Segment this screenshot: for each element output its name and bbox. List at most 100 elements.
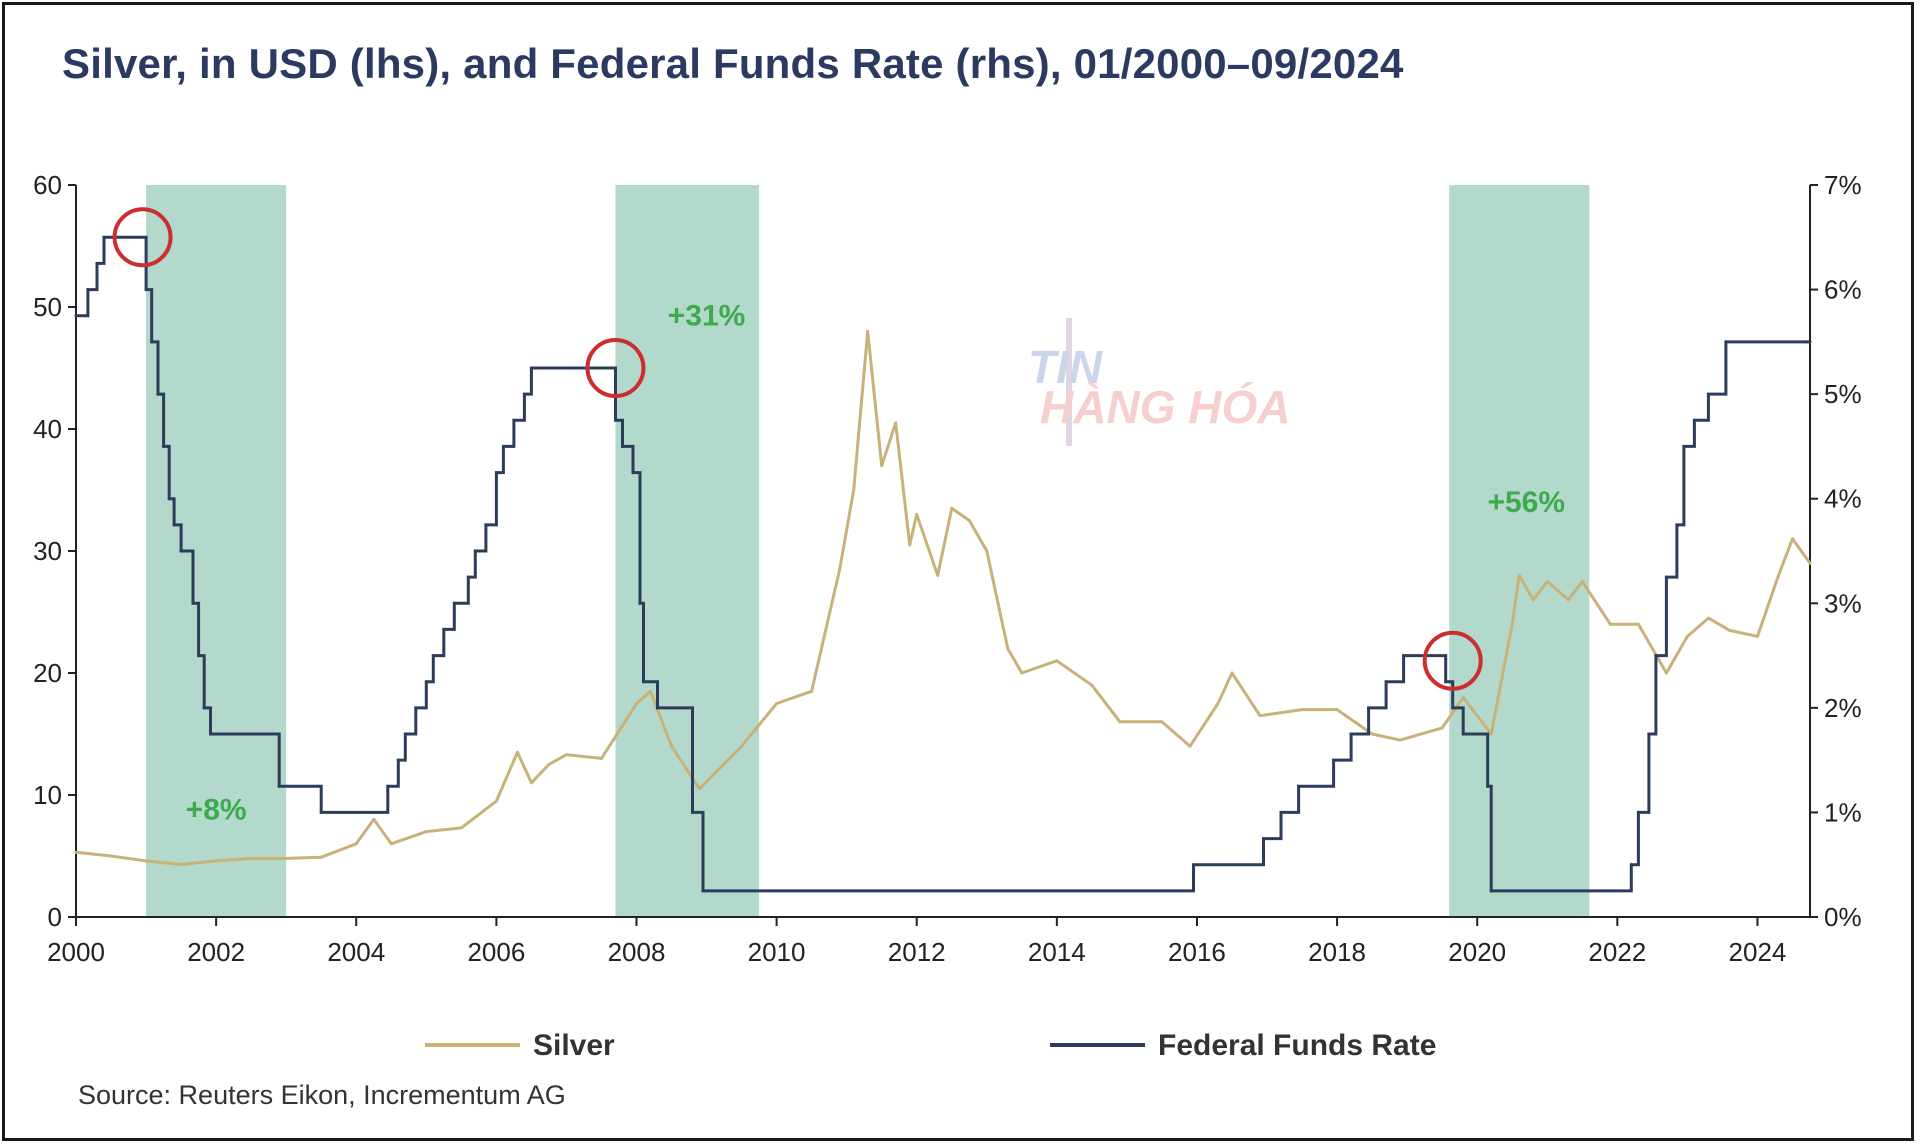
fed-funds-data-point [386, 784, 390, 788]
chart-title: Silver, in USD (lhs), and Federal Funds … [62, 40, 1404, 87]
fed-funds-data-point [473, 549, 477, 553]
silver-data-point [319, 855, 323, 859]
silver-data-point [1685, 634, 1689, 638]
silver-data-point [1566, 598, 1570, 602]
silver-data-point [915, 512, 919, 516]
fed-funds-data-point [656, 706, 660, 710]
silver-data-point [1398, 738, 1402, 742]
x-tick-label: 2012 [888, 937, 946, 967]
silver-data-point [880, 464, 884, 468]
silver-data-point [1300, 708, 1304, 712]
fed-funds-data-point [691, 810, 695, 814]
fed-funds-data-point [484, 523, 488, 527]
x-tick-label: 2006 [467, 937, 525, 967]
silver-data-point [775, 702, 779, 705]
silver-data-point [740, 744, 744, 748]
fed-funds-data-point [641, 680, 645, 684]
fed-funds-data-point [1692, 418, 1696, 422]
watermark-arrow-icon [1066, 318, 1072, 446]
fed-funds-data-point [1384, 680, 1388, 684]
y-right-tick-label: 3% [1824, 588, 1862, 618]
silver-data-point [1335, 708, 1339, 712]
fed-funds-data-point [1706, 392, 1710, 396]
source-note: Source: Reuters Eikon, Incrementum AG [78, 1080, 566, 1110]
fed-funds-data-point [512, 418, 516, 422]
silver-data-point [249, 856, 253, 860]
y-right-tick-label: 2% [1824, 693, 1862, 723]
fed-funds-data-point [86, 288, 90, 292]
fed-funds-data-point [1444, 680, 1448, 684]
fed-funds-data-point [396, 758, 400, 762]
fed-funds-data-point [631, 471, 635, 475]
annotation-label-3: +56% [1487, 486, 1565, 519]
fed-funds-data-point [74, 314, 78, 318]
fed-funds-data-point [102, 235, 106, 239]
fed-funds-data-point [494, 471, 498, 475]
fed-funds-data-point [1332, 758, 1336, 762]
silver-data-point [1188, 744, 1192, 748]
y-left-tick-label: 60 [33, 170, 62, 200]
silver-data-point [1258, 714, 1262, 718]
fed-funds-data-point [167, 497, 171, 501]
watermark-line2: HÀNG HÓA [1040, 381, 1291, 433]
silver-data-point [1636, 622, 1640, 626]
y-left-tick-label: 10 [33, 780, 62, 810]
fed-funds-data-point [442, 627, 446, 631]
silver-data-point [599, 756, 603, 760]
watermark-logo: TIN HÀNG HÓA [1020, 300, 1300, 460]
shaded-period-2 [615, 185, 760, 917]
fed-funds-data-point [1647, 732, 1651, 736]
y-left-tick-label: 40 [33, 414, 62, 444]
fed-funds-data-point [1486, 784, 1490, 788]
x-tick-label: 2014 [1028, 937, 1086, 967]
silver-data-point [1489, 732, 1493, 736]
fed-funds-data-point [172, 523, 176, 527]
silver-data-point [1790, 537, 1794, 541]
fed-funds-data-point [522, 392, 526, 396]
silver-data-point [1531, 598, 1535, 602]
legend-label-1: Silver [533, 1029, 615, 1062]
silver-data-point [1808, 561, 1812, 565]
silver-data-point [354, 842, 358, 846]
fed-funds-data-point [1629, 863, 1633, 867]
fed-funds-data-point [529, 366, 533, 370]
fed-funds-data-point [197, 654, 201, 658]
y-left-tick-label: 50 [33, 292, 62, 322]
silver-data-point [1510, 622, 1514, 626]
silver-data-point [1020, 671, 1024, 675]
silver-data-point [1461, 695, 1465, 699]
fed-funds-data-point [1262, 837, 1266, 841]
fed-funds-data-point [701, 889, 705, 893]
fed-funds-data-point [403, 732, 407, 736]
fed-funds-data-point [319, 810, 323, 814]
silver-data-point [515, 750, 519, 754]
silver-data-point [1545, 580, 1549, 583]
shaded-period-3 [1449, 185, 1590, 917]
x-tick-label: 2008 [608, 937, 666, 967]
highlight-circle-1 [112, 207, 173, 268]
x-tick-label: 2016 [1168, 937, 1226, 967]
silver-data-point [1706, 616, 1710, 620]
silver-data-point [1160, 720, 1164, 724]
fed-funds-data-point [1191, 863, 1195, 867]
fed-funds-data-point [1675, 523, 1679, 527]
fed-funds-data-point [431, 654, 435, 658]
highlight-circle-2 [585, 338, 646, 398]
x-tick-label: 2010 [748, 937, 806, 967]
silver-data-point [1517, 573, 1521, 577]
fed-funds-data-point [620, 444, 624, 448]
silver-data-point [494, 799, 498, 803]
fed-funds-data-point [1804, 340, 1808, 344]
fed-funds-data-point [1664, 575, 1668, 579]
fed-funds-data-point [1461, 732, 1465, 736]
fed-funds-data-point [202, 706, 206, 710]
y-left-tick-label: 30 [33, 536, 62, 566]
silver-data-point [908, 543, 912, 547]
silver-data-point [372, 817, 376, 821]
y-left-tick-label: 0 [48, 902, 62, 932]
fed-funds-data-point [638, 601, 642, 605]
y-right-tick-label: 5% [1824, 379, 1862, 409]
x-tick-label: 2024 [1729, 937, 1787, 967]
silver-data-point [109, 854, 113, 858]
